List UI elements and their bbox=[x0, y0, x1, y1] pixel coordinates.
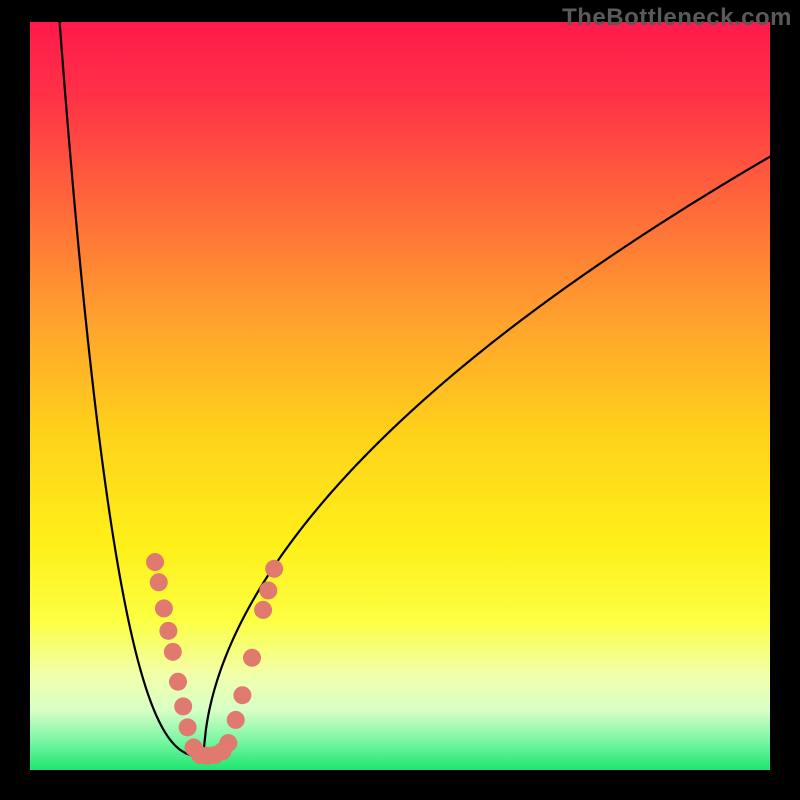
data-marker bbox=[164, 643, 182, 661]
data-marker bbox=[265, 560, 283, 578]
data-marker bbox=[174, 697, 192, 715]
gradient-background bbox=[30, 22, 770, 770]
data-marker bbox=[159, 622, 177, 640]
data-marker bbox=[179, 718, 197, 736]
chart-root: TheBottleneck.com bbox=[0, 0, 800, 800]
data-marker bbox=[233, 686, 251, 704]
data-marker bbox=[259, 581, 277, 599]
data-marker bbox=[146, 553, 164, 571]
data-marker bbox=[155, 599, 173, 617]
data-marker bbox=[169, 673, 187, 691]
data-marker bbox=[254, 601, 272, 619]
data-marker bbox=[243, 649, 261, 667]
chart-svg bbox=[30, 22, 770, 770]
data-marker bbox=[219, 734, 237, 752]
watermark-text: TheBottleneck.com bbox=[562, 4, 792, 32]
plot-area bbox=[30, 22, 770, 770]
data-marker bbox=[227, 711, 245, 729]
data-marker bbox=[150, 573, 168, 591]
